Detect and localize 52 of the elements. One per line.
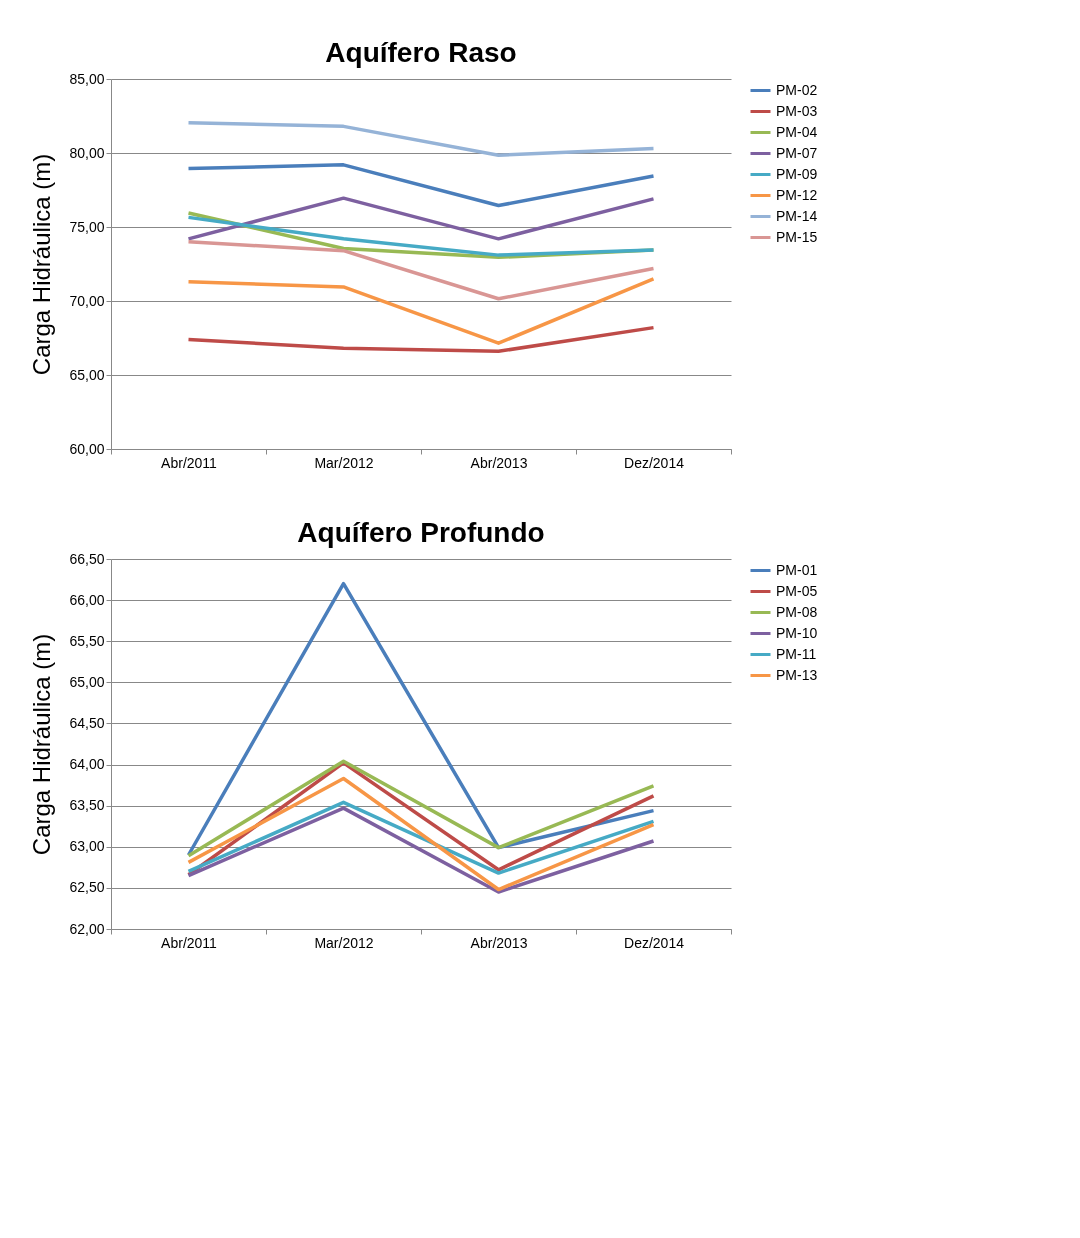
line-series <box>186 759 656 858</box>
legend-label: PM-14 <box>776 207 818 224</box>
chart-title: Aquífero Raso <box>325 37 517 68</box>
line-series <box>186 120 656 157</box>
y-tick-label: 85,00 <box>69 70 105 87</box>
y-tick-label: 66,50 <box>69 550 105 567</box>
y-tick-label: 62,50 <box>69 879 105 896</box>
y-tick-label: 80,00 <box>69 144 105 161</box>
legend-label: PM-11 <box>776 645 817 662</box>
x-tick-label: Abr/2013 <box>470 454 528 471</box>
line-series <box>186 806 656 894</box>
chart-title: Aquífero Profundo <box>297 517 545 548</box>
legend-label: PM-07 <box>776 144 818 161</box>
legend-label: PM-09 <box>776 165 818 182</box>
x-tick-label: Mar/2012 <box>314 934 374 951</box>
y-tick-label: 70,00 <box>69 292 105 309</box>
y-tick-label: 75,00 <box>69 218 105 235</box>
legend-label: PM-04 <box>776 123 818 140</box>
y-axis-title: Carga Hidráulica (m) <box>28 153 56 376</box>
y-tick-label: 65,00 <box>69 366 105 383</box>
y-tick-label: 66,00 <box>69 591 105 608</box>
line-series <box>186 581 656 857</box>
legend-label: PM-02 <box>776 81 818 98</box>
legend-label: PM-01 <box>776 561 818 578</box>
y-axis-title: Carga Hidráulica (m) <box>28 633 56 856</box>
legend-label: PM-08 <box>776 603 818 620</box>
x-tick-label: Mar/2012 <box>314 454 374 471</box>
line-series <box>186 325 656 354</box>
y-tick-label: 65,00 <box>69 673 105 690</box>
legend-label: PM-03 <box>776 102 818 119</box>
line-series <box>186 277 656 345</box>
x-tick-label: Abr/2011 <box>161 454 218 471</box>
y-tick-label: 62,00 <box>69 920 105 937</box>
x-tick-label: Abr/2011 <box>161 934 218 951</box>
legend-label: PM-10 <box>776 624 818 641</box>
legend-label: PM-13 <box>776 666 818 683</box>
line-series <box>186 240 656 301</box>
y-tick-label: 60,00 <box>69 440 105 457</box>
y-tick-label: 63,00 <box>69 838 105 855</box>
legend-label: PM-12 <box>776 186 818 203</box>
x-tick-label: Dez/2014 <box>624 454 685 471</box>
y-tick-label: 63,50 <box>69 797 105 814</box>
legend-label: PM-05 <box>776 582 818 599</box>
line-series <box>186 800 656 875</box>
y-tick-label: 64,50 <box>69 714 105 731</box>
x-tick-label: Abr/2013 <box>470 934 528 951</box>
legend-label: PM-15 <box>776 228 818 245</box>
line-series <box>186 163 656 208</box>
y-tick-label: 64,00 <box>69 756 105 773</box>
line-series <box>186 776 656 892</box>
x-tick-label: Dez/2014 <box>624 934 685 951</box>
y-tick-label: 65,50 <box>69 632 105 649</box>
